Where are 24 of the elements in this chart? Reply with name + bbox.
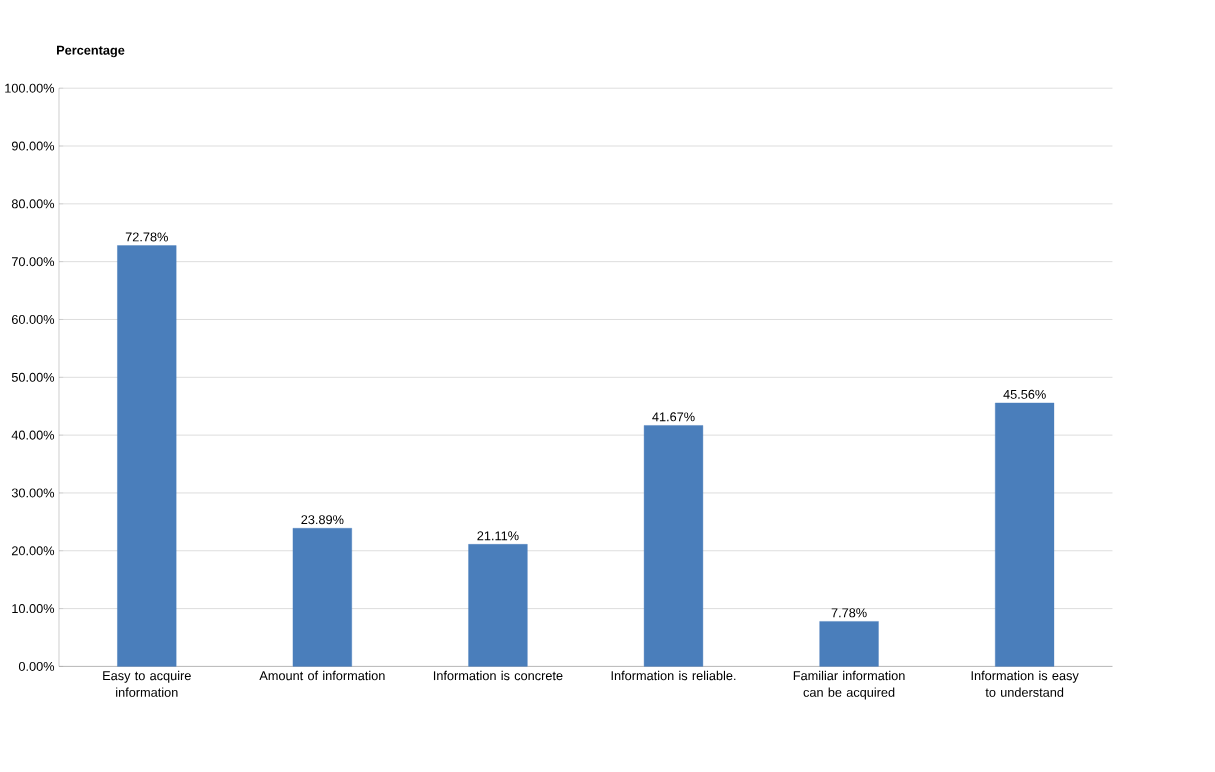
- data-label: 23.89%: [301, 515, 344, 525]
- data-label: 72.78%: [125, 232, 168, 242]
- y-tick-label: 60.00%: [11, 314, 55, 324]
- y-axis-title: Percentage: [57, 45, 125, 58]
- x-tick-label: Information is reliable.: [611, 670, 736, 681]
- y-tick-label: 70.00%: [12, 257, 55, 267]
- x-tick-label: Amount of information: [259, 670, 385, 681]
- y-tick-label: 30.00%: [11, 488, 55, 498]
- y-tick-label: 10.00%: [12, 603, 55, 613]
- data-label: 41.67%: [652, 412, 695, 422]
- data-label: 7.78%: [831, 608, 867, 618]
- y-tick-label: 20.00%: [11, 546, 55, 556]
- x-tick-label: Information is concrete: [433, 670, 563, 681]
- y-tick-label: 90.00%: [11, 141, 55, 151]
- x-tick-label: Information is easy to understand: [971, 670, 1079, 697]
- y-tick-label: 0.00%: [18, 661, 55, 671]
- data-label: 21.11%: [477, 531, 519, 541]
- y-tick-label: 80.00%: [11, 199, 55, 209]
- data-label: 45.56%: [1003, 389, 1046, 399]
- y-tick-label: 40.00%: [11, 430, 55, 440]
- x-tick-label: Easy to acquire information: [103, 670, 191, 697]
- y-tick-label: 50.00%: [11, 372, 55, 382]
- x-tick-label: Familiar information can be acquired: [793, 670, 905, 700]
- y-tick-label: 100.00%: [5, 83, 55, 93]
